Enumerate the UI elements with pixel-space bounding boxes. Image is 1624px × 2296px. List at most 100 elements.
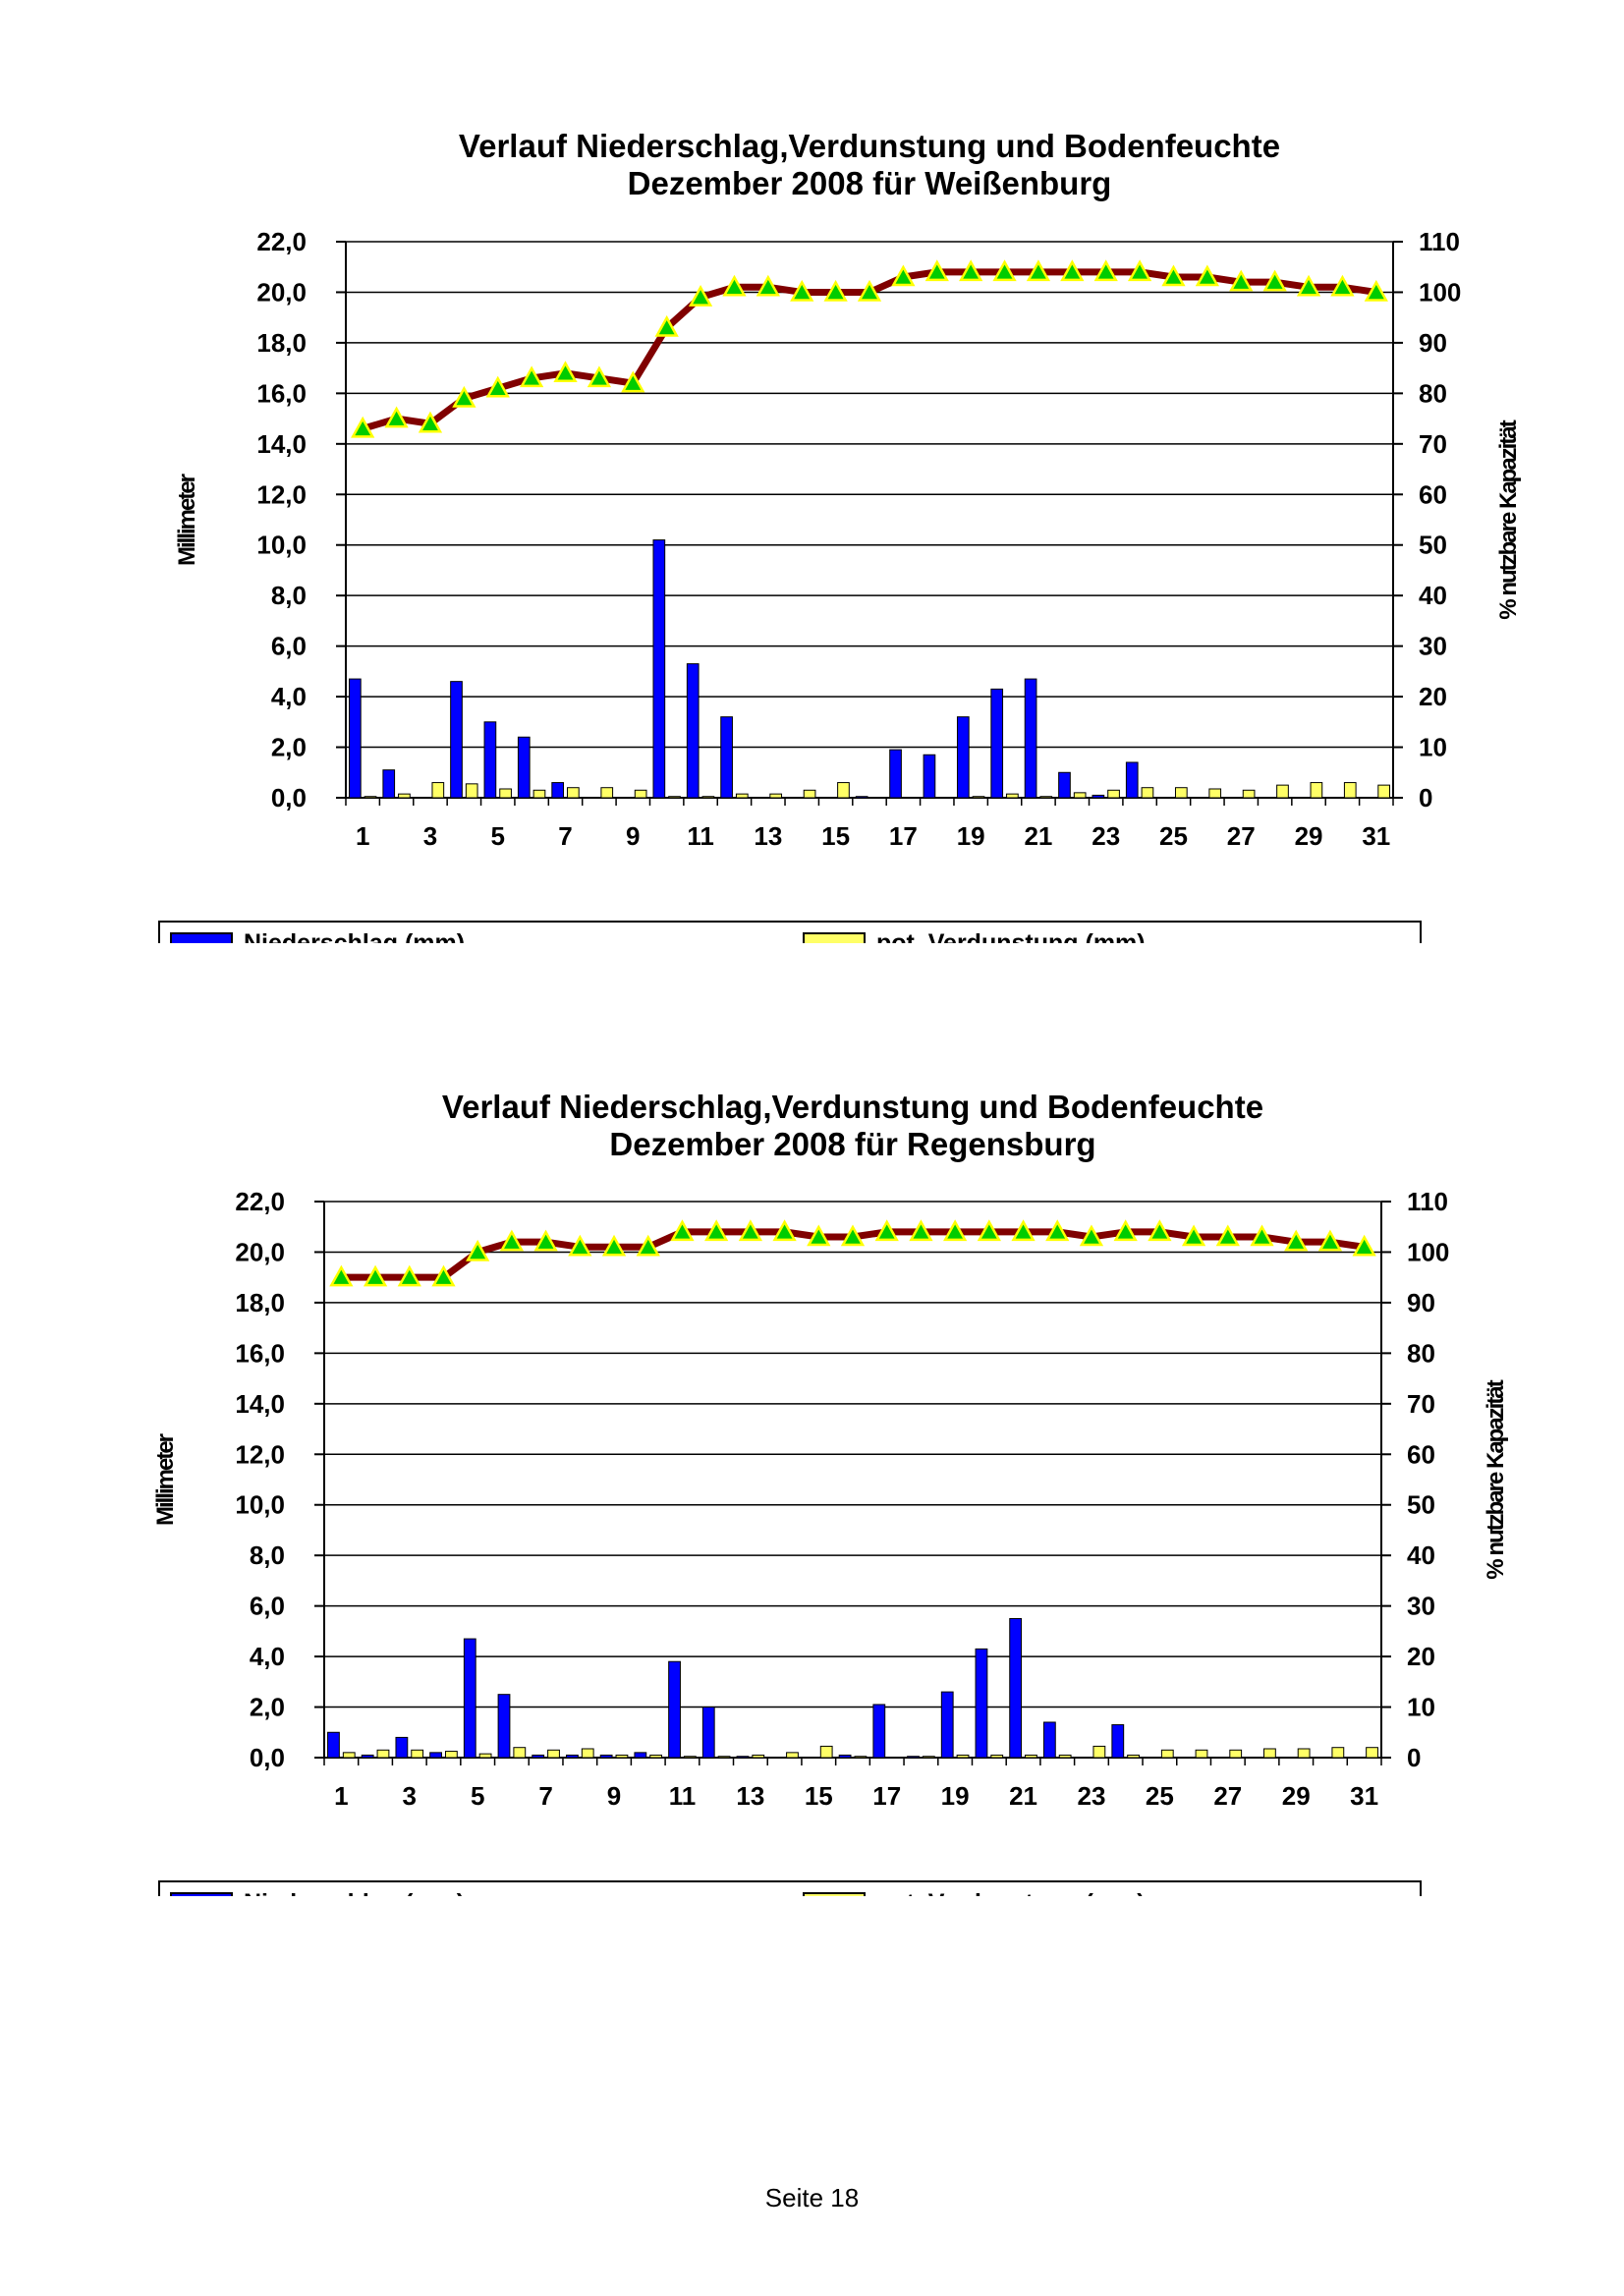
verdunstung-bar	[683, 1756, 697, 1759]
verdunstung-bar	[444, 1751, 458, 1759]
y2-tick-label: 90	[1407, 1288, 1435, 1317]
niederschlag-bar	[838, 1754, 852, 1759]
y2-tick-label: 110	[1407, 1187, 1448, 1216]
y2-tick-label: 30	[1407, 1592, 1435, 1621]
legend-verdunstung-swatch	[803, 1892, 866, 1896]
bodenfeuchte-marker	[1317, 1229, 1343, 1252]
bodenfeuchte-marker	[397, 1264, 421, 1287]
x-tick-label: 3	[403, 1781, 417, 1811]
verdunstung-bar	[1025, 1754, 1037, 1759]
niederschlag-bar	[1125, 761, 1139, 799]
y2-tick-label: 20	[1407, 1642, 1435, 1671]
chart-subtitle: Dezember 2008 für Weißenburg	[628, 165, 1112, 201]
verdunstung-bar	[1141, 787, 1154, 799]
verdunstung-bar	[1058, 1754, 1072, 1759]
y-tick-label: 2,0	[271, 733, 307, 762]
y-axis-label: Millimeter	[152, 1433, 179, 1526]
y2-tick-label: 0	[1407, 1743, 1421, 1772]
niederschlag-bar	[634, 1752, 647, 1759]
x-tick-label: 21	[1024, 821, 1052, 851]
bodenfeuchte-marker	[1284, 1229, 1309, 1252]
x-tick-label: 29	[1282, 1781, 1311, 1811]
niederschlag-bar	[1042, 1721, 1056, 1759]
x-tick-label: 9	[607, 1781, 621, 1811]
verdunstung-bar	[803, 789, 816, 799]
verdunstung-bar	[376, 1749, 390, 1759]
verdunstung-bar	[1297, 1748, 1311, 1759]
bodenfeuchte-marker	[1026, 259, 1051, 282]
chart-title: Verlauf Niederschlag,Verdunstung und Bod…	[459, 128, 1280, 164]
verdunstung-bar	[1331, 1747, 1345, 1759]
verdunstung-bar	[1377, 784, 1390, 799]
y-tick-label: 8,0	[271, 581, 307, 610]
y-tick-label: 10,0	[256, 531, 307, 560]
y2-tick-label: 110	[1419, 227, 1460, 256]
x-tick-label: 11	[669, 1781, 697, 1811]
niederschlag-bar	[668, 1660, 681, 1759]
bodenfeuchte-marker	[1296, 274, 1321, 297]
x-tick-label: 19	[957, 821, 985, 851]
niederschlag-bar	[872, 1704, 886, 1759]
bodenfeuchte-marker	[1229, 269, 1254, 292]
niederschlag-bar	[349, 678, 362, 799]
niederschlag-bar	[532, 1754, 545, 1759]
verdunstung-bar	[1208, 788, 1222, 799]
bodenfeuchte-marker	[1093, 259, 1118, 282]
bodenfeuchte-marker	[1364, 279, 1388, 302]
verdunstung-bar	[837, 782, 850, 799]
verdunstung-bar	[600, 787, 614, 799]
niederschlag-bar	[720, 716, 733, 799]
y2-tick-label: 50	[1407, 1490, 1435, 1520]
y-tick-label: 20,0	[235, 1237, 285, 1266]
verdunstung-bar	[513, 1747, 527, 1759]
y2-tick-label: 50	[1419, 531, 1447, 560]
bodenfeuchte-marker	[533, 1229, 558, 1252]
verdunstung-bar	[786, 1752, 799, 1759]
y-tick-label: 4,0	[271, 682, 307, 711]
niederschlag-bar	[956, 716, 970, 799]
chart-regensburg: Verlauf Niederschlag,Verdunstung und Bod…	[152, 1089, 1509, 1896]
x-tick-label: 9	[626, 821, 640, 851]
y2-tick-label: 90	[1419, 328, 1447, 358]
verdunstung-bar	[1195, 1749, 1208, 1759]
y-tick-label: 16,0	[235, 1338, 285, 1368]
chart-weissenburg: Verlauf Niederschlag,Verdunstung und Bod…	[158, 128, 1522, 943]
y-tick-label: 22,0	[235, 1187, 285, 1216]
verdunstung-bar	[1107, 789, 1120, 799]
bodenfeuchte-marker	[1113, 1219, 1138, 1242]
x-tick-label: 13	[754, 821, 782, 851]
niederschlag-bar	[450, 681, 463, 799]
bodenfeuchte-marker	[1195, 264, 1219, 287]
verdunstung-bar	[1263, 1748, 1276, 1759]
verdunstung-bar	[1229, 1749, 1243, 1759]
niederschlag-bar	[1058, 771, 1071, 799]
bodenfeuchte-marker	[601, 1234, 627, 1257]
x-tick-label: 7	[538, 1781, 552, 1811]
bodenfeuchte-marker	[959, 259, 983, 282]
y2-tick-label: 20	[1419, 682, 1447, 711]
bodenfeuchte-marker	[485, 375, 510, 398]
bodenfeuchte-marker	[1127, 259, 1152, 282]
bodenfeuchte-marker	[466, 1239, 490, 1261]
x-tick-label: 23	[1078, 1781, 1106, 1811]
y2-tick-label: 80	[1407, 1338, 1435, 1368]
verdunstung-bar	[1006, 793, 1019, 799]
bodenfeuchte-marker	[840, 1224, 866, 1247]
bodenfeuchte-marker	[568, 1234, 592, 1257]
bodenfeuchte-marker	[1250, 1224, 1274, 1247]
legend-niederschlag-swatch	[170, 1892, 233, 1896]
y2-tick-label: 60	[1419, 479, 1447, 509]
verdunstung-bar	[1092, 1745, 1106, 1759]
verdunstung-bar	[465, 783, 478, 799]
verdunstung-bar	[431, 782, 445, 799]
verdunstung-bar	[581, 1748, 594, 1759]
x-tick-label: 23	[1092, 821, 1120, 851]
x-tick-label: 5	[471, 1781, 484, 1811]
verdunstung-bar	[615, 1754, 629, 1759]
niederschlag-bar	[940, 1691, 954, 1759]
x-tick-label: 13	[736, 1781, 764, 1811]
bodenfeuchte-marker	[1011, 1219, 1036, 1242]
legend: Niederschlag (mm)pot. Verdunstung (mm)Bo…	[158, 921, 1422, 943]
x-tick-label: 15	[821, 821, 850, 851]
bodenfeuchte-marker	[924, 259, 949, 282]
